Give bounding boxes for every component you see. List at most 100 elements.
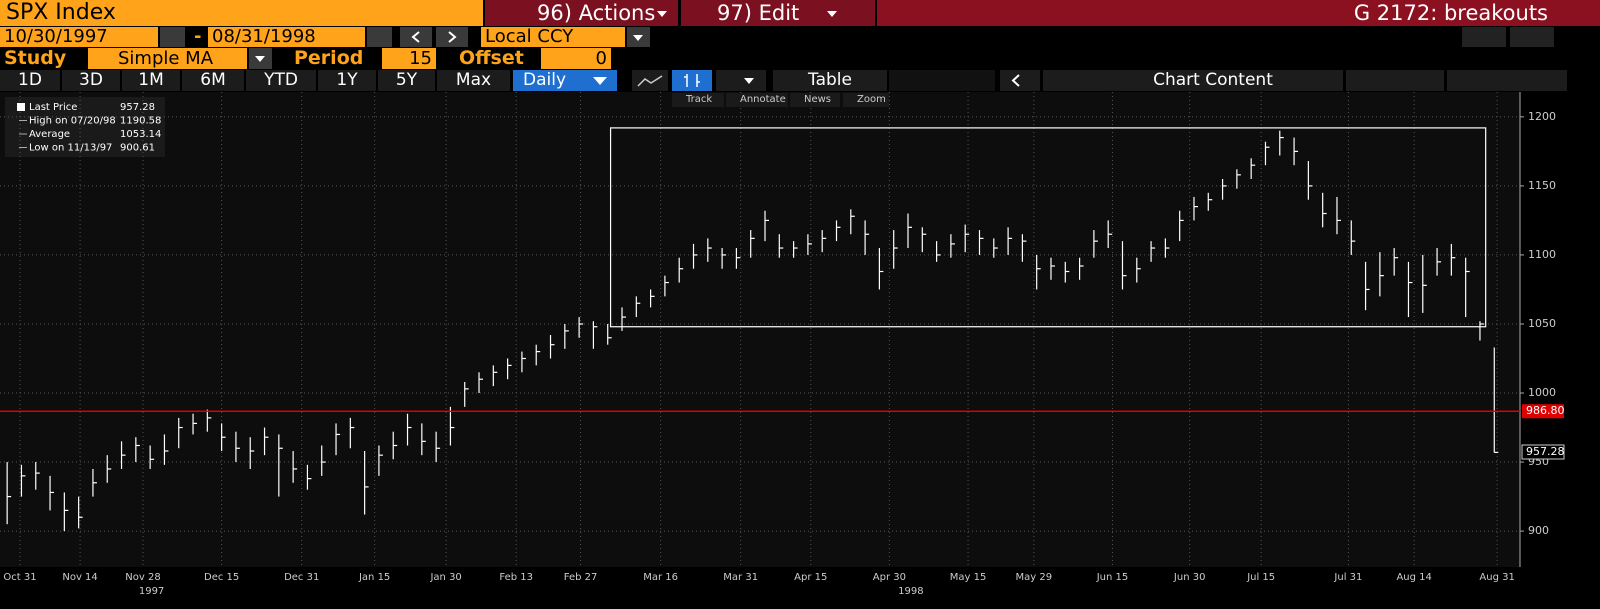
- chart-tool[interactable]: News: [790, 93, 840, 107]
- x-tick-label: Dec 31: [284, 572, 319, 583]
- period-label: Period: [294, 48, 364, 69]
- dropdown-arrow: [255, 56, 265, 62]
- edit-menu[interactable]: 97) Edit: [681, 0, 875, 26]
- y-tick-label: 900: [1528, 524, 1549, 537]
- settings-button[interactable]: [1447, 70, 1567, 91]
- start-date[interactable]: 10/30/1997: [0, 27, 158, 47]
- legend-value: 1053.14: [120, 129, 161, 140]
- x-tick-label: Mar 16: [643, 572, 678, 583]
- range-tab[interactable]: Max: [437, 70, 510, 91]
- range-tab[interactable]: 1D: [0, 70, 60, 91]
- chart-tool[interactable]: Zoom: [843, 93, 889, 107]
- collapse-button[interactable]: [1000, 70, 1040, 91]
- legend-box: [5, 97, 165, 157]
- legend-label: Average: [29, 129, 70, 140]
- x-tick-label: Dec 15: [204, 572, 239, 583]
- x-tick-label: Apr 30: [873, 572, 906, 583]
- offset-field[interactable]: 0: [541, 48, 611, 69]
- y-tick-label: 1000: [1528, 386, 1556, 399]
- next-button[interactable]: [436, 27, 468, 47]
- range-tab[interactable]: 1M: [122, 70, 180, 91]
- legend-label: Low on 11/13/97: [29, 143, 112, 154]
- chart-content-button[interactable]: Chart Content: [1043, 70, 1343, 91]
- x-tick-label: May 15: [950, 572, 987, 583]
- x-tick-label: Jun 30: [1173, 572, 1206, 583]
- x-tick-label: Apr 15: [794, 572, 827, 583]
- date-dash: -: [194, 27, 202, 47]
- dropdown-arrow: [827, 11, 837, 17]
- frequency-dropdown[interactable]: Daily: [513, 70, 617, 91]
- prev-button[interactable]: [400, 27, 432, 47]
- legend-label: Last Price: [29, 102, 77, 113]
- last-price-tag: [1521, 444, 1565, 460]
- x-tick-label: Jun 15: [1096, 572, 1129, 583]
- legend-value: 900.61: [120, 143, 155, 154]
- study-field[interactable]: Simple MA: [88, 48, 247, 69]
- period-field[interactable]: 15: [382, 48, 436, 69]
- offset-label: Offset: [459, 48, 524, 69]
- chart-tool[interactable]: Annotate: [726, 93, 788, 107]
- currency-field[interactable]: Local CCY: [481, 27, 625, 47]
- spacer: [889, 70, 995, 91]
- annotation-box: [609, 127, 1487, 328]
- chart-type-dropdown[interactable]: [716, 70, 766, 91]
- line-chart-button[interactable]: [632, 70, 668, 91]
- study-dropdown[interactable]: [249, 48, 272, 69]
- x-tick-label: Nov 14: [62, 572, 97, 583]
- year-label: 1998: [898, 586, 923, 597]
- year-label: 1997: [139, 586, 164, 597]
- x-tick-label: Feb 13: [499, 572, 533, 583]
- last-price-label: 957.28: [1526, 445, 1565, 458]
- legend-swatch: [17, 103, 25, 111]
- reference-tag: [1522, 404, 1564, 419]
- x-tick-label: May 29: [1016, 572, 1053, 583]
- y-tick-label: 1100: [1528, 248, 1556, 261]
- calendar-icon[interactable]: [160, 27, 185, 47]
- range-tab[interactable]: 5Y: [378, 70, 435, 91]
- y-tick-label: 1150: [1528, 179, 1556, 192]
- y-tick-label: 1200: [1528, 110, 1556, 123]
- dropdown-arrow: [633, 35, 643, 41]
- x-tick-label: Jul 31: [1333, 572, 1362, 583]
- x-tick-label: Jan 15: [358, 572, 390, 583]
- actions-menu[interactable]: 96) Actions: [485, 0, 678, 26]
- page-title: G 2172: breakouts: [877, 0, 1600, 26]
- chart-tool[interactable]: Track: [672, 93, 724, 107]
- bar-chart-button[interactable]: [672, 70, 712, 91]
- calendar-icon[interactable]: [367, 27, 392, 47]
- security-field[interactable]: SPX Index: [0, 0, 483, 26]
- redo-button[interactable]: [1510, 27, 1554, 47]
- x-tick-label: Oct 31: [3, 572, 36, 583]
- study-label: Study: [4, 48, 67, 69]
- range-tab[interactable]: 1Y: [318, 70, 376, 91]
- x-tick-label: Mar 31: [723, 572, 758, 583]
- x-tick-label: Jan 30: [429, 572, 461, 583]
- dropdown-arrow: [657, 11, 667, 17]
- x-tick-label: Nov 28: [125, 572, 160, 583]
- x-tick-label: Aug 31: [1479, 572, 1514, 583]
- range-tab[interactable]: 6M: [182, 70, 244, 91]
- undo-button[interactable]: [1462, 27, 1506, 47]
- range-tab[interactable]: YTD: [246, 70, 316, 91]
- plot-area: [0, 92, 1520, 567]
- actions-text: 96) Actions: [537, 1, 656, 25]
- reference-label: 986.80: [1526, 404, 1565, 417]
- legend-value: 957.28: [120, 102, 155, 113]
- table-button[interactable]: Table: [773, 70, 887, 91]
- x-tick-label: Jul 15: [1246, 572, 1275, 583]
- x-tick-label: Feb 27: [564, 572, 598, 583]
- frequency-text: Daily: [523, 70, 567, 90]
- end-date[interactable]: 08/31/1998: [208, 27, 365, 47]
- edit-chart-button[interactable]: [1346, 70, 1444, 91]
- dropdown-arrow: [744, 78, 754, 84]
- legend-value: 1190.58: [120, 116, 161, 127]
- x-tick-label: Aug 14: [1396, 572, 1431, 583]
- currency-dropdown[interactable]: [627, 27, 650, 47]
- edit-text: 97) Edit: [717, 1, 800, 25]
- dropdown-arrow: [593, 77, 607, 85]
- y-tick-label: 1050: [1528, 317, 1556, 330]
- range-tab[interactable]: 3D: [62, 70, 120, 91]
- legend-label: High on 07/20/98: [29, 116, 116, 127]
